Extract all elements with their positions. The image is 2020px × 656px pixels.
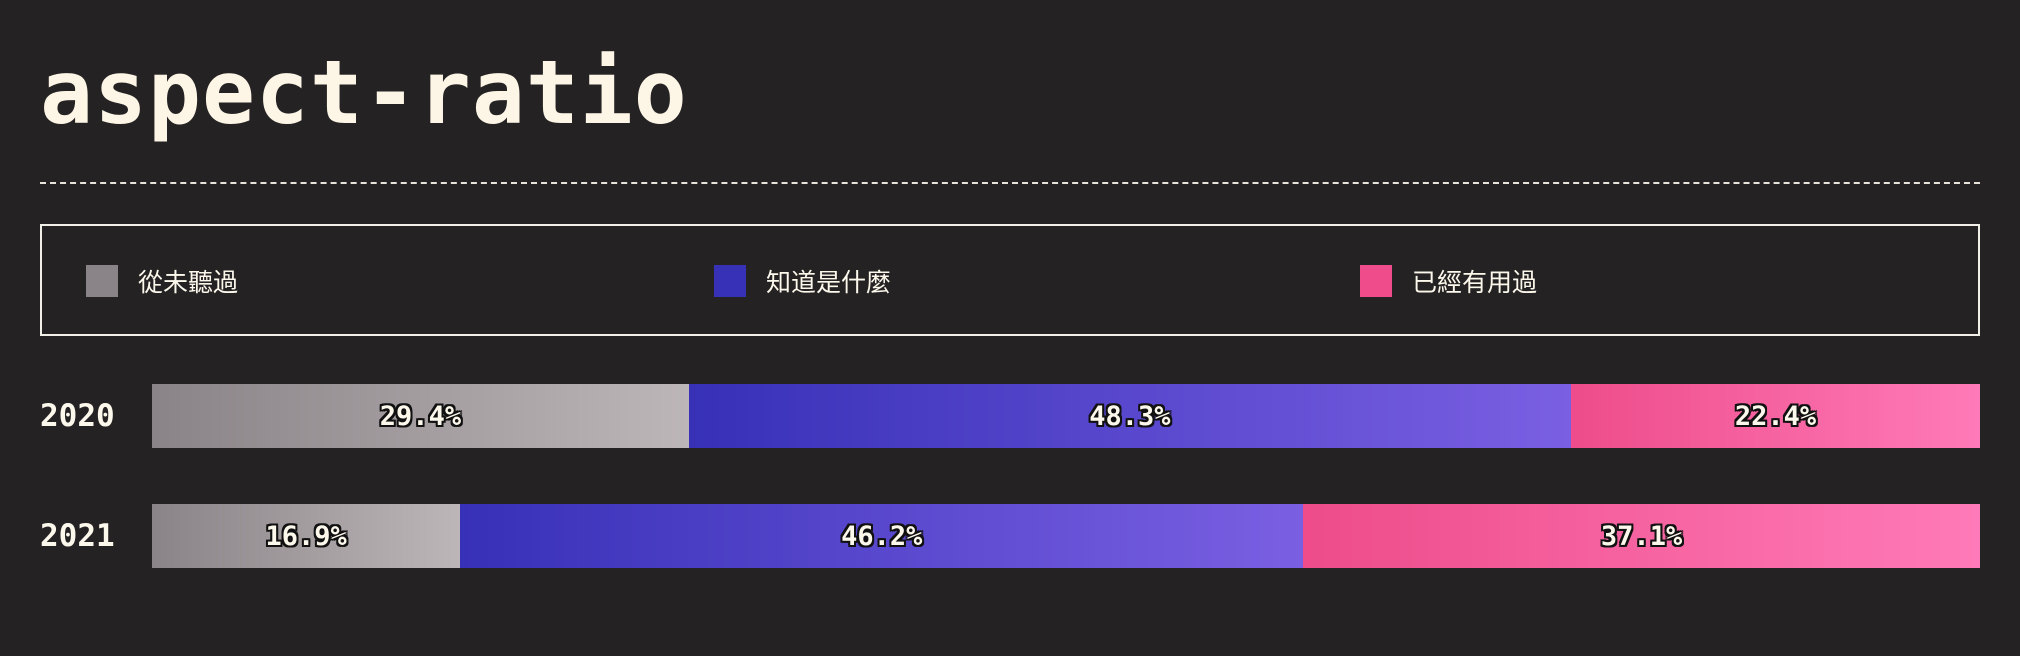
row-label-2020: 2020 xyxy=(40,398,115,434)
bar-value-label-2020-never-heard: 29.4% xyxy=(379,400,462,432)
legend-item-know-what-it-is: 知道是什麼 xyxy=(714,265,891,297)
legend-swatch-have-used xyxy=(1360,265,1392,297)
bar-segment-2020-have-used: 22.4% xyxy=(1570,384,1980,448)
legend-label-know-what-it-is: 知道是什麼 xyxy=(766,268,892,297)
bar-segment-2020-never-heard: 29.4% xyxy=(152,384,689,448)
row-label-2021: 2021 xyxy=(40,518,115,554)
bar-value-label-2020-have-used: 22.4% xyxy=(1734,400,1817,432)
bar-value-label-2021-never-heard: 16.9% xyxy=(265,520,347,552)
legend-label-have-used: 已經有用過 xyxy=(1412,268,1538,297)
bar-row-2020: 29.4% 48.3% 22.4% xyxy=(152,384,1980,448)
chart-title: aspect-ratio xyxy=(40,41,688,144)
title-divider xyxy=(40,182,1980,184)
bar-segment-2021-know-what-it-is: 46.2% xyxy=(460,504,1304,568)
legend-swatch-never-heard xyxy=(86,265,118,297)
bar-row-2021: 16.9% 46.2% 37.1% xyxy=(152,504,1980,568)
bar-segment-2020-know-what-it-is: 48.3% xyxy=(688,384,1571,448)
bar-segment-2021-never-heard: 16.9% xyxy=(152,504,461,568)
legend-swatch-know-what-it-is xyxy=(714,265,746,297)
chart-legend: 從未聽過 知道是什麼 已經有用過 xyxy=(40,224,1980,336)
bar-value-label-2021-know-what-it-is: 46.2% xyxy=(841,520,923,552)
bar-segment-2021-have-used: 37.1% xyxy=(1303,504,1980,568)
legend-label-never-heard: 從未聽過 xyxy=(138,268,239,297)
legend-item-never-heard: 從未聽過 xyxy=(86,265,238,297)
legend-item-have-used: 已經有用過 xyxy=(1360,265,1537,297)
bar-value-label-2020-know-what-it-is: 48.3% xyxy=(1089,400,1171,432)
bar-value-label-2021-have-used: 37.1% xyxy=(1600,520,1683,552)
